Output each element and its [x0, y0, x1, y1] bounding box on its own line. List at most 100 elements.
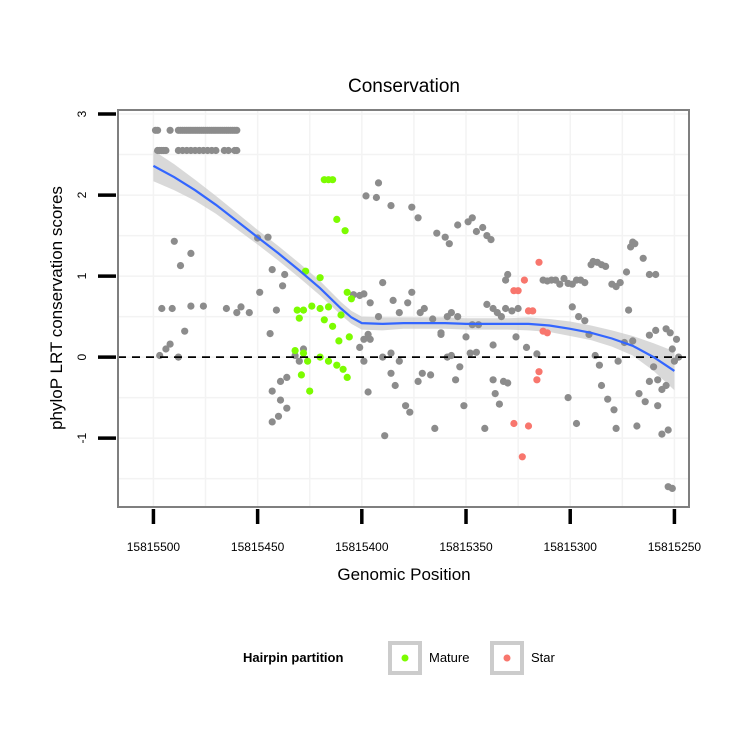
point-other — [156, 351, 164, 360]
point-other — [168, 304, 176, 313]
point-other — [283, 373, 291, 381]
point-other — [233, 146, 241, 155]
point-other — [472, 227, 480, 236]
point-other — [281, 270, 289, 279]
point-other — [387, 349, 395, 357]
point-other — [276, 377, 285, 385]
point-mature — [333, 215, 341, 223]
point-star — [510, 419, 518, 428]
point-other — [581, 317, 589, 325]
point-other — [276, 396, 285, 404]
point-mature — [293, 306, 301, 314]
point-mature — [343, 288, 351, 296]
point-mature — [299, 306, 308, 314]
point-other — [604, 395, 612, 403]
point-other — [414, 214, 422, 222]
point-other — [395, 357, 403, 365]
point-other — [468, 214, 476, 222]
point-other — [491, 390, 499, 398]
plot-panel-border — [117, 109, 690, 508]
point-other — [187, 302, 195, 310]
point-other — [360, 290, 368, 298]
point-other — [154, 126, 162, 134]
point-other — [556, 280, 564, 288]
point-other — [408, 203, 416, 211]
point-star — [524, 422, 533, 430]
point-other — [635, 390, 643, 398]
y-axis-title: phyloP LRT conservation scores — [47, 186, 66, 430]
point-other — [664, 426, 672, 434]
point-other — [372, 193, 380, 202]
point-mature — [324, 303, 333, 311]
point-other — [431, 424, 439, 432]
y-tick-label: 3 — [75, 110, 89, 117]
point-star — [518, 453, 526, 461]
legend: Hairpin partition Mature Star — [243, 641, 556, 675]
y-tick-label: -1 — [75, 432, 89, 443]
point-other — [408, 288, 416, 296]
point-other — [158, 304, 166, 313]
point-mature — [329, 322, 337, 330]
point-other — [181, 327, 189, 335]
point-mature — [337, 311, 345, 319]
point-other — [479, 223, 487, 232]
point-mature — [329, 176, 337, 184]
y-tick-label: 2 — [75, 191, 89, 198]
x-tick-label: 15815450 — [231, 540, 285, 554]
point-other — [166, 340, 174, 348]
point-mature — [347, 295, 355, 303]
point-other — [502, 276, 510, 284]
point-other — [170, 237, 178, 245]
point-other — [433, 229, 441, 237]
point-other — [658, 385, 666, 394]
point-other — [162, 146, 170, 155]
plot-panel — [118, 110, 689, 507]
point-other — [429, 315, 437, 323]
point-mature — [308, 302, 316, 310]
point-other — [176, 262, 185, 270]
point-mature — [324, 357, 333, 365]
point-other — [454, 313, 462, 321]
x-tick-label: 15815400 — [335, 540, 389, 554]
point-other — [497, 313, 505, 321]
point-other — [360, 357, 368, 365]
point-mature — [306, 387, 314, 395]
point-other — [568, 303, 576, 311]
point-other — [591, 351, 599, 360]
point-other — [187, 249, 195, 257]
point-other — [481, 424, 489, 432]
point-other — [472, 348, 480, 356]
point-other — [366, 335, 374, 343]
point-other — [645, 331, 654, 339]
legend-dot-star — [503, 654, 511, 662]
point-other — [374, 313, 383, 321]
point-other — [406, 408, 414, 416]
point-star — [535, 258, 543, 266]
point-other — [233, 126, 241, 134]
point-other — [522, 343, 531, 351]
point-other — [447, 309, 455, 317]
point-other — [625, 306, 633, 314]
point-other — [264, 233, 272, 241]
point-other — [514, 304, 522, 313]
legend-label-star: Star — [531, 650, 556, 665]
point-other — [462, 333, 470, 341]
point-other — [295, 357, 303, 365]
point-other — [654, 402, 662, 410]
point-other — [654, 376, 662, 384]
point-mature — [320, 316, 328, 324]
x-tick-label: 15815350 — [439, 540, 493, 554]
point-other — [658, 430, 666, 438]
point-other — [560, 274, 568, 283]
point-other — [581, 279, 589, 287]
point-star — [533, 376, 541, 384]
point-other — [447, 351, 455, 360]
point-other — [402, 402, 410, 410]
point-other — [595, 361, 604, 369]
point-other — [452, 376, 460, 384]
point-other — [504, 379, 512, 387]
point-other — [356, 343, 364, 351]
legend-key-star — [490, 641, 524, 675]
point-other — [631, 240, 639, 248]
